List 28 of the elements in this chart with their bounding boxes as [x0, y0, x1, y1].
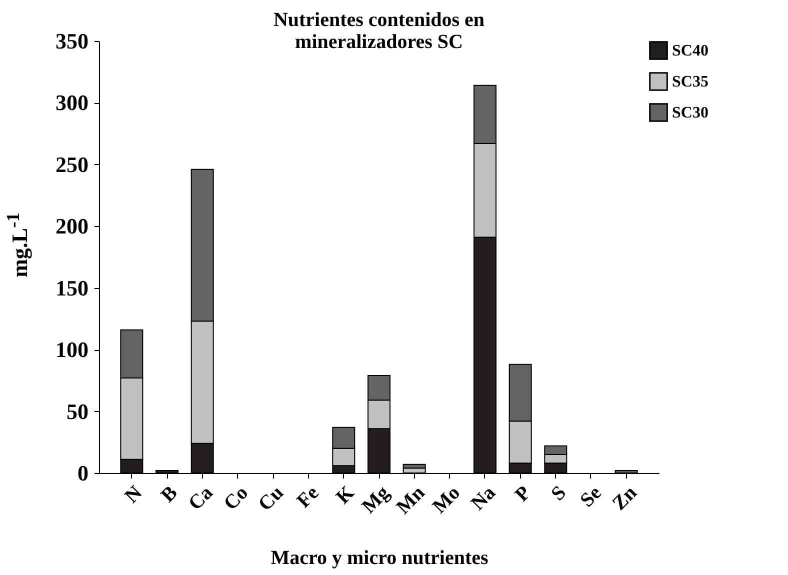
x-tick-label: Ca — [184, 482, 218, 515]
legend-label: SC30 — [672, 104, 708, 122]
x-tick-label: Cu — [254, 482, 288, 516]
legend-label: SC40 — [672, 42, 708, 60]
chart-title: Nutrientes contenidos en mineralizadores SC — [273, 9, 485, 53]
y-tick-label: 200 — [56, 214, 88, 239]
x-tick-label: K — [332, 481, 359, 508]
x-tick-label: S — [547, 482, 571, 506]
y-tick-label: 150 — [56, 275, 88, 300]
x-tick-label: Mn — [392, 482, 430, 519]
x-tick-label: Co — [220, 482, 253, 515]
x-tick-label: Mo — [428, 482, 465, 518]
y-tick-label: 300 — [56, 90, 88, 116]
x-tick-label: B — [156, 482, 182, 507]
x-tick-label: P — [510, 482, 536, 506]
x-tick-label: Zn — [608, 482, 642, 515]
x-tick-label: Mg — [358, 482, 394, 518]
x-tick-label: Na — [466, 482, 500, 515]
y-tick-label: 350 — [56, 28, 88, 54]
x-tick-label: Se — [576, 482, 606, 512]
y-tick-label: 0 — [78, 460, 88, 486]
legend-label: SC35 — [672, 74, 708, 90]
y-tick-label: 50 — [66, 398, 88, 424]
y-tick-label: 250 — [56, 152, 88, 177]
x-tick-label: Fe — [292, 482, 324, 512]
x-tick-label: N — [120, 481, 147, 508]
y-tick-label: 100 — [56, 337, 88, 362]
x-axis-title: Macro y micro nutrientes — [270, 546, 488, 569]
